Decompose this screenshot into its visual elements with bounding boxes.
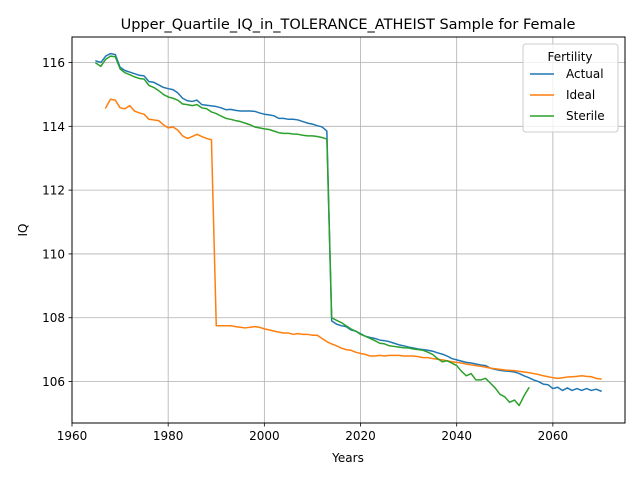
series-layer [95,52,602,407]
legend-box [522,43,619,133]
legend-items: Actual Ideal Sterile [530,67,605,123]
y-tick-label: 114 [42,120,65,134]
y-tick-label: 110 [42,247,65,261]
legend-title: Fertility [547,50,592,64]
y-axis-label: IQ [16,224,30,237]
x-tick-label: 2020 [345,429,376,443]
series-line-actual [95,52,602,393]
x-tick-label: 2040 [441,429,472,443]
y-tick-label: 108 [42,311,65,325]
legend: Fertility Actual Ideal Sterile [522,43,619,133]
chart-title: Upper_Quartile_IQ_in_TOLERANCE_ATHEIST S… [121,17,576,33]
x-tick-label: 2000 [249,429,280,443]
series-line-ideal [104,98,602,380]
legend-label-sterile: Sterile [566,109,605,123]
legend-label-actual: Actual [566,67,604,81]
x-tick-label: 2060 [538,429,569,443]
y-tick-label: 116 [42,56,65,70]
series-line-sterile [95,55,530,407]
x-axis-label: Years [331,451,364,465]
y-tick-label: 112 [42,184,65,198]
x-tick-label: 1980 [153,429,184,443]
x-tick-label: 1960 [57,429,88,443]
ticks: 1960 1980 2000 2020 2040 2060 106 108 110 112 114 1… [42,56,568,443]
plot-frame [71,36,626,424]
y-tick-label: 106 [42,375,65,389]
legend-label-ideal: Ideal [566,88,595,102]
